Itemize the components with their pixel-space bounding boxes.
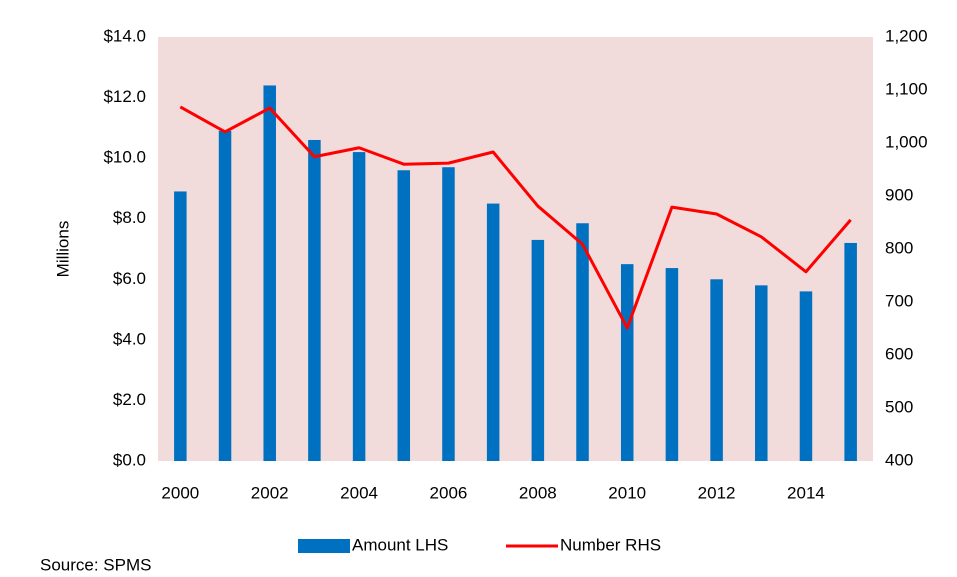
x-tick-label: 2014 [787, 483, 825, 502]
y-tick-label: $10.0 [103, 148, 146, 167]
bar [665, 268, 679, 461]
y-tick-label: $0.0 [113, 450, 146, 469]
bar [576, 223, 589, 461]
x-tick-label: 2008 [519, 483, 557, 502]
y2-tick-label: 1,200 [885, 26, 928, 45]
x-tick-label: 2002 [251, 483, 289, 502]
y2-tick-label: 1,000 [885, 132, 928, 151]
plot-area [158, 37, 873, 461]
bar [620, 264, 634, 461]
bar [486, 203, 500, 462]
x-tick-label: 2004 [340, 483, 378, 502]
y-tick-label: $8.0 [113, 208, 146, 227]
y2-tick-label: 500 [885, 397, 913, 416]
bar [710, 279, 723, 461]
line [179, 105, 852, 330]
x-tick-label: 2012 [698, 483, 736, 502]
legend-label: Number RHS [560, 535, 661, 554]
y2-tick-label: 800 [885, 238, 913, 257]
y-axis-label: Millions [53, 221, 72, 278]
y2-tick-label: 1,100 [885, 79, 928, 98]
source: Source: SPMS [40, 555, 152, 574]
y2-tick-label: 600 [885, 344, 913, 363]
bar [442, 167, 455, 461]
y-tick-label: $4.0 [113, 329, 146, 348]
y-tick-label: $14.0 [103, 26, 146, 45]
bar [844, 242, 857, 461]
legend-label: Amount LHS [352, 535, 448, 554]
bar [263, 85, 276, 461]
bar [531, 239, 545, 461]
bar [174, 191, 187, 461]
legend-swatch [298, 539, 350, 553]
x-tick-label: 2000 [161, 483, 199, 502]
x-tick-label: 2006 [430, 483, 468, 502]
y2-tick-label: 900 [885, 185, 913, 204]
bar [755, 285, 768, 461]
x-tick-label: 2010 [608, 483, 646, 502]
y-tick-label: $12.0 [103, 87, 146, 106]
bar [308, 139, 321, 461]
bar [352, 152, 366, 462]
bar [397, 170, 411, 461]
y2-tick-label: 400 [885, 450, 913, 469]
bar [218, 130, 232, 461]
y-tick-label: $2.0 [113, 390, 146, 409]
y2-tick-label: 700 [885, 291, 913, 310]
bar [799, 291, 813, 461]
y-tick-label: $6.0 [113, 269, 146, 288]
